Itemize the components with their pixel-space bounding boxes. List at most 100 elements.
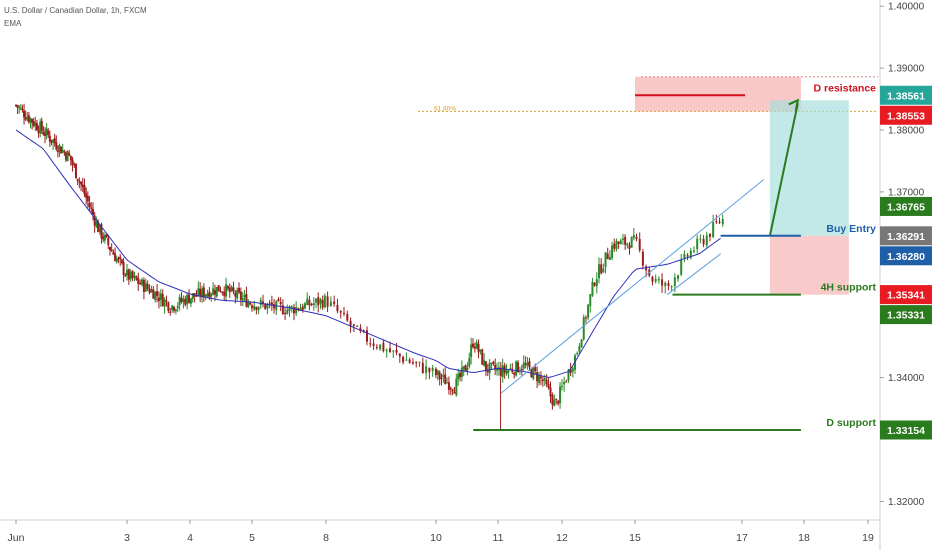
candle-body bbox=[471, 343, 474, 347]
candle-body bbox=[215, 287, 218, 297]
candle-body bbox=[349, 320, 352, 326]
candle-body bbox=[117, 258, 120, 260]
candle-body bbox=[108, 246, 111, 251]
candle-body bbox=[315, 298, 318, 303]
target-arrow-head bbox=[788, 98, 800, 111]
candle-body bbox=[549, 387, 552, 397]
candle-body bbox=[613, 243, 616, 249]
candle-body bbox=[32, 121, 35, 126]
candle-body bbox=[630, 236, 633, 248]
candle-body bbox=[107, 237, 110, 246]
candle-body bbox=[63, 151, 66, 153]
candle-body bbox=[468, 358, 471, 367]
candle-body bbox=[270, 302, 273, 306]
candle-body bbox=[539, 376, 542, 379]
candle-body bbox=[206, 293, 209, 297]
candle-body bbox=[408, 359, 411, 363]
candle-body bbox=[425, 366, 428, 373]
candle-body bbox=[42, 131, 45, 135]
candle-body bbox=[446, 382, 449, 384]
candle-body bbox=[167, 302, 170, 311]
candle-body bbox=[460, 367, 463, 378]
candle-body bbox=[323, 295, 326, 308]
x-tick-label: 11 bbox=[493, 532, 504, 544]
candle-body bbox=[139, 282, 142, 285]
candle-body bbox=[297, 308, 300, 310]
candle-body bbox=[26, 117, 29, 120]
candle-body bbox=[279, 302, 282, 305]
candle-body bbox=[90, 207, 93, 209]
candle-body bbox=[580, 339, 583, 348]
chart-symbol-header: U.S. Dollar / Canadian Dollar, 1h, FXCM bbox=[4, 6, 147, 15]
candle-body bbox=[628, 245, 631, 249]
candle-body bbox=[308, 299, 311, 306]
candle-body bbox=[481, 349, 484, 365]
ema-line bbox=[15, 129, 721, 379]
candle-body bbox=[524, 363, 527, 365]
candle-body bbox=[58, 145, 61, 151]
fib-level-label: 61.80% bbox=[434, 105, 456, 112]
candle-body bbox=[632, 234, 635, 238]
x-tick-label: Jun bbox=[8, 532, 25, 544]
candle-body bbox=[444, 374, 447, 385]
candle-body bbox=[85, 193, 88, 198]
candle-body bbox=[547, 384, 550, 388]
candle-body bbox=[526, 362, 529, 366]
candle-body bbox=[359, 327, 362, 332]
y-tick-label: 1.37000 bbox=[888, 187, 925, 198]
candle-body bbox=[169, 311, 172, 313]
candle-body bbox=[333, 301, 336, 304]
candle-body bbox=[597, 264, 600, 279]
candle-body bbox=[513, 372, 516, 375]
candle-body bbox=[536, 372, 539, 382]
x-tick-label: 19 bbox=[862, 532, 874, 544]
price-badge bbox=[880, 105, 932, 125]
candle-body bbox=[696, 238, 699, 250]
candle-body bbox=[319, 299, 322, 304]
candle-body bbox=[488, 362, 491, 374]
candle-body bbox=[434, 368, 437, 376]
candle-body bbox=[702, 238, 705, 245]
candle-body bbox=[615, 240, 618, 250]
candle-body bbox=[555, 398, 558, 400]
candle-body bbox=[56, 150, 59, 153]
candle-body bbox=[159, 293, 162, 301]
candle-body bbox=[606, 253, 609, 259]
candle-body bbox=[295, 306, 298, 314]
candle-body bbox=[76, 178, 79, 181]
candle-body bbox=[213, 290, 216, 295]
candle-body bbox=[641, 251, 644, 266]
candle-body bbox=[447, 382, 450, 390]
candle-body bbox=[538, 375, 541, 383]
price-badge bbox=[880, 196, 932, 216]
candle-body bbox=[635, 236, 638, 240]
candle-body bbox=[21, 108, 24, 110]
candle-body bbox=[362, 330, 365, 332]
candle-body bbox=[35, 123, 38, 131]
candle-body bbox=[473, 346, 476, 349]
d-resistance-label: D resistance bbox=[814, 82, 877, 94]
candle-body bbox=[657, 278, 660, 281]
x-tick-label: 18 bbox=[798, 532, 810, 544]
candle-body bbox=[221, 291, 224, 293]
candle-body bbox=[602, 268, 605, 273]
candle-body bbox=[64, 152, 67, 160]
candle-body bbox=[617, 241, 620, 244]
candle-body bbox=[560, 385, 563, 387]
candle-body bbox=[69, 155, 72, 161]
candle-body bbox=[232, 287, 235, 292]
candle-body bbox=[705, 235, 708, 246]
candle-body bbox=[402, 356, 405, 363]
candle-body bbox=[165, 300, 168, 302]
candle-body bbox=[243, 295, 246, 297]
candle-body bbox=[23, 110, 26, 118]
candle-body bbox=[114, 253, 117, 262]
candle-body bbox=[496, 368, 499, 371]
candle-body bbox=[110, 249, 113, 252]
y-tick-label: 1.34000 bbox=[888, 373, 925, 384]
candle-body bbox=[312, 303, 315, 306]
candle-body bbox=[176, 305, 179, 309]
candle-body bbox=[453, 392, 456, 394]
candle-body bbox=[534, 367, 537, 371]
